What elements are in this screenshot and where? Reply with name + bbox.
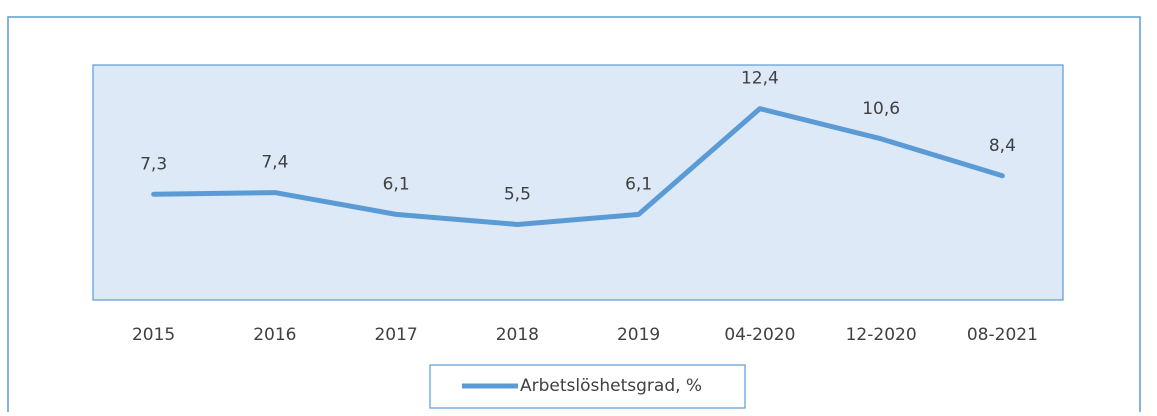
data-label: 12,4	[741, 69, 779, 89]
data-label: 8,4	[989, 136, 1016, 156]
data-label: 6,1	[625, 174, 652, 194]
legend-label: Arbetslöshetsgrad, %	[520, 376, 702, 396]
x-tick-label: 2018	[496, 325, 539, 345]
x-tick-label: 08-2021	[967, 325, 1038, 345]
legend	[429, 364, 746, 409]
x-tick-label: 2015	[132, 325, 175, 345]
data-line	[151, 106, 1005, 227]
x-tick-label: 2019	[617, 325, 660, 345]
data-label: 7,3	[140, 154, 167, 174]
data-label: 5,5	[504, 184, 531, 204]
x-tick-label: 2017	[374, 325, 417, 345]
plot-area	[92, 64, 1064, 301]
x-tick-label: 12-2020	[846, 325, 917, 345]
data-label: 7,4	[261, 153, 288, 173]
x-tick-label: 2016	[253, 325, 296, 345]
x-tick-label: 04-2020	[724, 325, 795, 345]
data-label: 10,6	[862, 99, 900, 119]
chart-frame	[7, 16, 1141, 412]
data-label: 6,1	[383, 174, 410, 194]
